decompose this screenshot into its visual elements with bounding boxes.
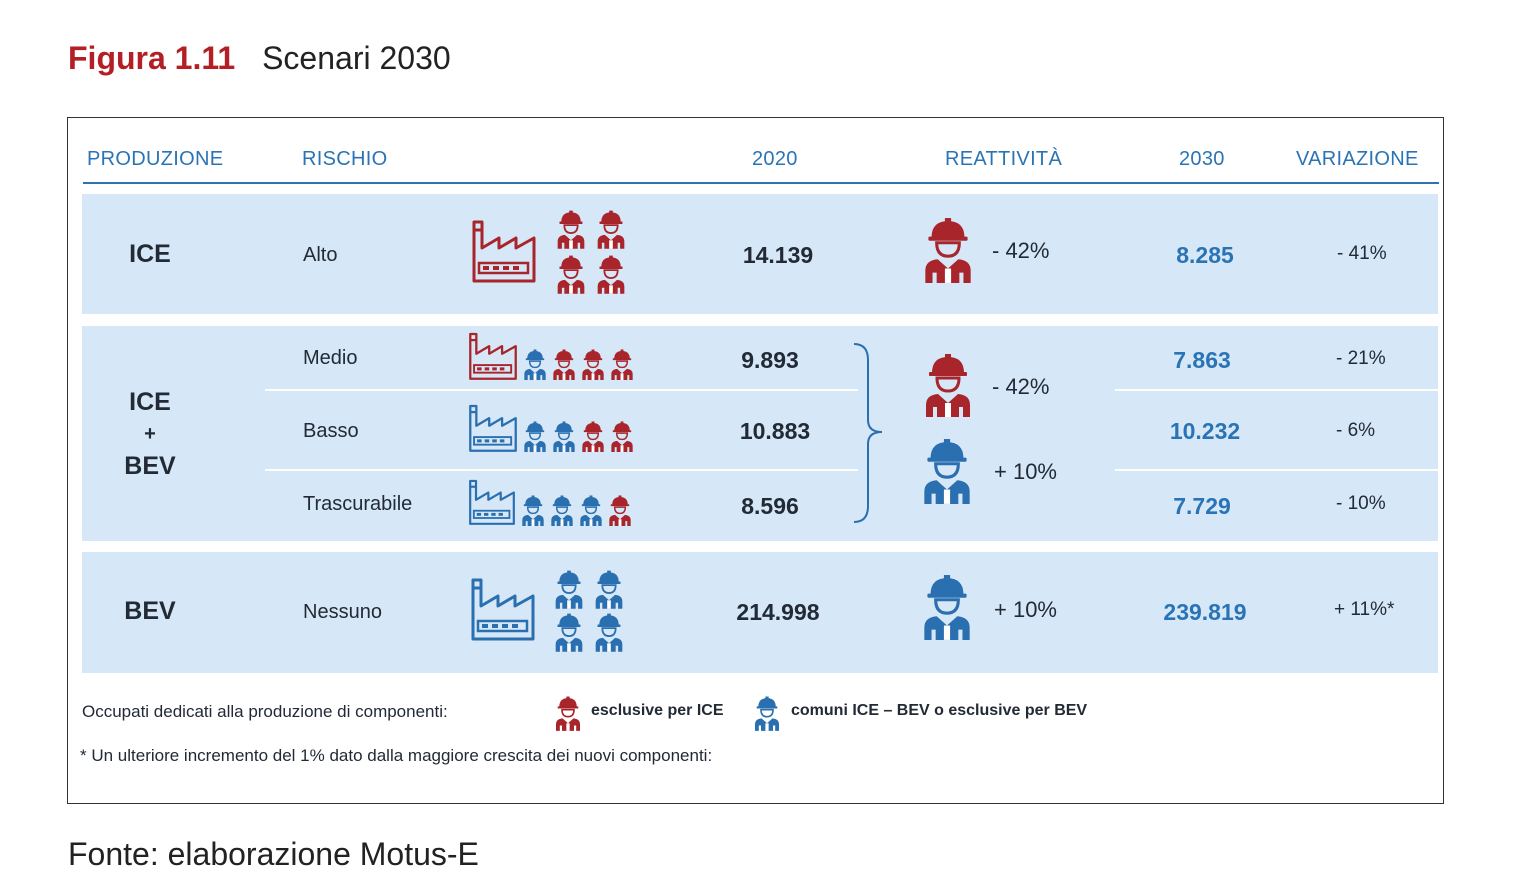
value-2020-medio: 9.893 (741, 347, 799, 373)
worker-icon (578, 495, 604, 527)
header-2030: 2030 (1179, 148, 1225, 170)
produzione-ice: ICE (129, 240, 171, 268)
variazione-trascurabile: - 10% (1336, 493, 1386, 514)
header-divider (83, 182, 1439, 184)
header-2020: 2020 (752, 148, 798, 170)
factory-icon (471, 218, 537, 284)
header-produzione: PRODUZIONE (87, 148, 224, 170)
band-ice (82, 194, 1438, 314)
worker-icon (522, 421, 548, 453)
factory-icon (468, 403, 518, 453)
rischio-trascurabile: Trascurabile (303, 493, 413, 515)
worker-icon (609, 421, 635, 453)
value-2030-basso: 10.232 (1169, 418, 1241, 444)
worker-icon (554, 696, 582, 732)
reattivita-ice: - 42% (992, 238, 1050, 263)
band-bev (82, 552, 1438, 673)
header-rischio: RISCHIO (302, 148, 388, 170)
rischio-alto: Alto (303, 244, 338, 266)
row-separator (265, 469, 858, 471)
factory-icon (468, 331, 518, 381)
worker-icon (607, 495, 633, 527)
legend-bev-label: comuni ICE – BEV o esclusive per BEV (791, 702, 1088, 719)
legend-ice-label: esclusive per ICE (591, 702, 724, 719)
header-reattivita: REATTIVITÀ (945, 148, 1063, 170)
row-separator (1115, 389, 1438, 391)
produzione-ice-bev: ICE + BEV (100, 386, 200, 482)
value-2020-trascurabile: 8.596 (741, 493, 799, 519)
worker-icon (522, 349, 548, 381)
row-separator (1115, 469, 1438, 471)
variazione-bev: + 11%* (1334, 599, 1395, 620)
legend-intro: Occupati dedicati alla produzione di com… (82, 702, 448, 721)
figure-frame (67, 117, 1444, 804)
worker-icon (593, 613, 625, 653)
worker-icon (520, 495, 546, 527)
factory-icon (468, 478, 516, 526)
worker-icon (553, 613, 585, 653)
row-separator (265, 389, 858, 391)
produzione-bev: BEV (124, 597, 176, 625)
figure-title: Figura 1.11 Scenari 2030 (68, 40, 451, 77)
worker-icon (921, 217, 975, 285)
worker-icon (609, 349, 635, 381)
value-2020-bev: 214.998 (736, 599, 820, 625)
produzione-line-ice: ICE (129, 388, 171, 416)
value-2030-bev: 239.819 (1163, 599, 1247, 625)
footnote: * Un ulteriore incremento del 1% dato da… (80, 746, 713, 765)
produzione-line-plus: + (144, 423, 156, 445)
rischio-nessuno: Nessuno (303, 601, 382, 623)
worker-icon (555, 210, 587, 250)
variazione-basso: - 6% (1336, 420, 1376, 441)
worker-icon (551, 349, 577, 381)
value-2020-ice: 14.139 (742, 242, 814, 268)
worker-icon (919, 438, 975, 506)
worker-icon (921, 353, 975, 419)
reattivita-bev: + 10% (994, 597, 1057, 622)
worker-icon (753, 696, 781, 732)
worker-icon (551, 421, 577, 453)
worker-icon (595, 255, 627, 295)
value-2030-ice: 8.285 (1176, 242, 1234, 268)
variazione-ice: - 41% (1337, 243, 1387, 264)
worker-icon (553, 570, 585, 610)
figure-number: Figura 1.11 (68, 40, 236, 76)
worker-icon (555, 255, 587, 295)
brace-icon (853, 343, 883, 523)
value-2030-medio: 7.863 (1173, 347, 1231, 373)
worker-icon (580, 421, 606, 453)
variazione-medio: - 21% (1336, 348, 1386, 369)
worker-icon (595, 210, 627, 250)
reattivita-mixed-ice: - 42% (992, 374, 1050, 399)
header-variazione: VARIAZIONE (1296, 148, 1419, 170)
band-ice-bev (82, 326, 1438, 541)
value-2030-trascurabile: 7.729 (1173, 493, 1231, 519)
figure-subtitle: Scenari 2030 (262, 40, 451, 76)
worker-icon (593, 570, 625, 610)
reattivita-mixed-bev: + 10% (994, 459, 1057, 484)
rischio-medio: Medio (303, 347, 358, 369)
worker-icon (580, 349, 606, 381)
worker-icon (549, 495, 575, 527)
worker-icon (919, 574, 975, 642)
value-2020-basso: 10.883 (739, 418, 811, 444)
source-note: Fonte: elaborazione Motus-E (68, 836, 479, 872)
produzione-line-bev: BEV (124, 452, 176, 480)
rischio-basso: Basso (303, 420, 359, 442)
factory-icon (470, 576, 536, 642)
